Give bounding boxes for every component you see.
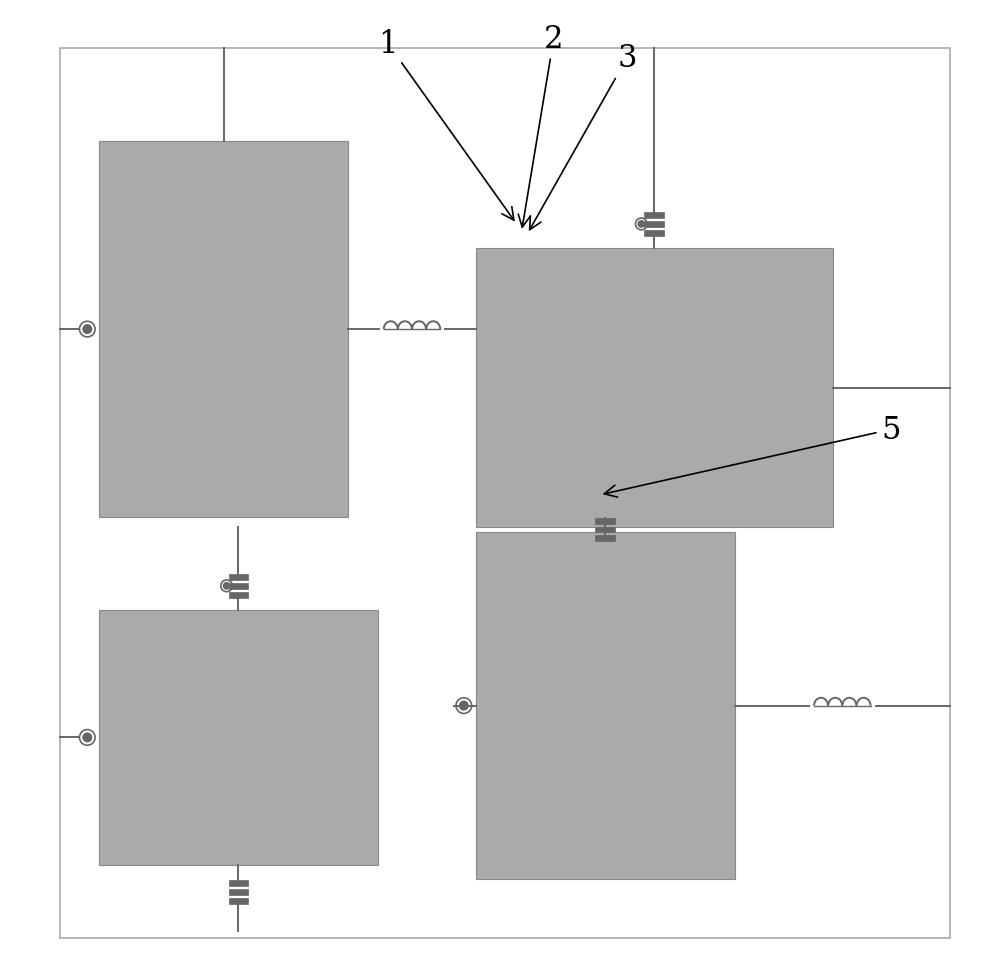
Text: 2: 2 [518, 23, 564, 228]
Bar [99, 611, 378, 865]
Circle shape [638, 222, 645, 228]
Text: 3: 3 [530, 43, 637, 231]
Text: 1: 1 [378, 28, 514, 221]
Bar [595, 535, 615, 541]
Bar [229, 583, 248, 589]
Bar [476, 249, 833, 528]
Circle shape [83, 325, 92, 334]
Bar [644, 231, 664, 236]
Text: 5: 5 [604, 414, 901, 497]
Bar [595, 518, 615, 524]
Bar [644, 222, 664, 228]
Circle shape [460, 701, 468, 710]
Bar [476, 532, 735, 879]
Bar [99, 142, 348, 518]
Bar [595, 528, 615, 533]
Bar [229, 889, 248, 895]
Circle shape [83, 734, 92, 742]
Circle shape [223, 583, 230, 589]
Bar [229, 880, 248, 886]
Bar [229, 574, 248, 580]
Bar [229, 592, 248, 598]
Bar [644, 213, 664, 219]
Bar [229, 898, 248, 904]
